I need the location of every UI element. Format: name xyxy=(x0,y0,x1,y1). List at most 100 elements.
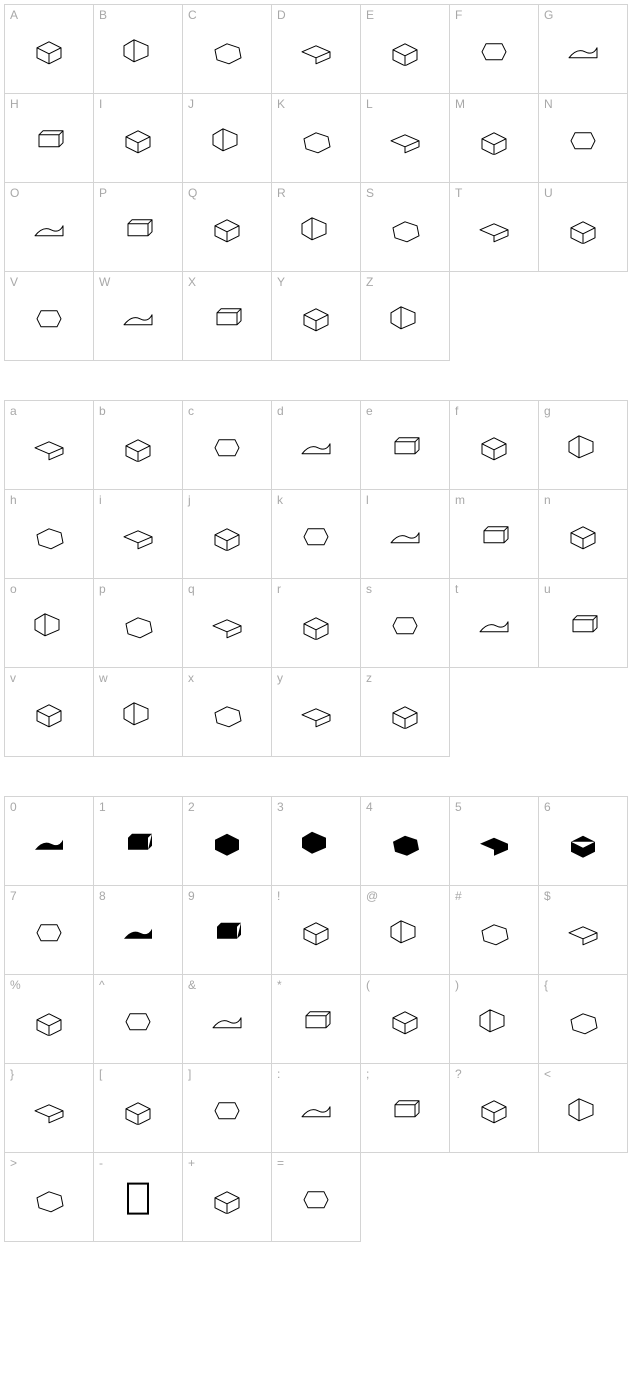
glyph-cell[interactable]: ] xyxy=(182,1063,272,1153)
glyph-cell[interactable]: # xyxy=(449,885,539,975)
glyph-cell[interactable]: t xyxy=(449,578,539,668)
glyph-cell[interactable]: H xyxy=(4,93,94,183)
glyph-cell[interactable]: 8 xyxy=(93,885,183,975)
glyph-cell[interactable]: ! xyxy=(271,885,361,975)
box-swirl-icon xyxy=(298,1186,334,1214)
glyph-cell[interactable]: { xyxy=(538,974,628,1064)
glyph-cell[interactable]: g xyxy=(538,400,628,490)
glyph-cell[interactable]: Z xyxy=(360,271,450,361)
glyph-cell[interactable]: 0 xyxy=(4,796,94,886)
glyph-cell[interactable]: [ xyxy=(93,1063,183,1153)
glyph-cell[interactable]: r xyxy=(271,578,361,668)
glyph-cell[interactable]: M xyxy=(449,93,539,183)
glyph-cell[interactable]: $ xyxy=(538,885,628,975)
box-shoe-icon xyxy=(298,1097,334,1125)
cell-label: ] xyxy=(188,1067,191,1081)
glyph-cell[interactable]: } xyxy=(4,1063,94,1153)
glyph-cell[interactable]: 5 xyxy=(449,796,539,886)
cell-label: = xyxy=(277,1156,284,1170)
glyph-cell[interactable]: ) xyxy=(449,974,539,1064)
glyph-cell[interactable]: b xyxy=(93,400,183,490)
glyph-cell[interactable]: j xyxy=(182,489,272,579)
glyph-cell[interactable]: C xyxy=(182,4,272,94)
glyph-cell[interactable]: ? xyxy=(449,1063,539,1153)
box-open4-icon xyxy=(120,1097,156,1125)
glyph-cell[interactable]: z xyxy=(360,667,450,757)
glyph-cell[interactable]: V xyxy=(4,271,94,361)
box-cube3-icon xyxy=(387,919,423,947)
glyph-cell[interactable]: P xyxy=(93,182,183,272)
glyph-cell[interactable]: W xyxy=(93,271,183,361)
glyph-cell[interactable]: * xyxy=(271,974,361,1064)
glyph-cell[interactable]: A xyxy=(4,4,94,94)
glyph-cell[interactable]: + xyxy=(182,1152,272,1242)
glyph-cell[interactable]: v xyxy=(4,667,94,757)
glyph-cell[interactable]: f xyxy=(449,400,539,490)
cell-label: } xyxy=(10,1067,14,1081)
glyph-cell[interactable]: y xyxy=(271,667,361,757)
glyph-cell[interactable]: ; xyxy=(360,1063,450,1153)
cell-label: I xyxy=(99,97,102,111)
glyph-cell[interactable]: ( xyxy=(360,974,450,1064)
glyph-cell[interactable]: F xyxy=(449,4,539,94)
glyph-cell[interactable]: 7 xyxy=(4,885,94,975)
glyph-cell[interactable]: q xyxy=(182,578,272,668)
glyph-cell[interactable]: B xyxy=(93,4,183,94)
glyph-cell[interactable]: Y xyxy=(271,271,361,361)
glyph-cell[interactable]: < xyxy=(538,1063,628,1153)
glyph-cell[interactable]: 3 xyxy=(271,796,361,886)
cell-label: 2 xyxy=(188,800,195,814)
glyph-cell[interactable]: s xyxy=(360,578,450,668)
glyph-cell[interactable]: x xyxy=(182,667,272,757)
glyph-cell[interactable]: R xyxy=(271,182,361,272)
glyph-cell[interactable]: a xyxy=(4,400,94,490)
glyph-cell[interactable]: % xyxy=(4,974,94,1064)
glyph-cell[interactable]: c xyxy=(182,400,272,490)
glyph-cell[interactable]: h xyxy=(4,489,94,579)
glyph-cell[interactable]: k xyxy=(271,489,361,579)
glyph-cell[interactable]: n xyxy=(538,489,628,579)
glyph-cell[interactable]: i xyxy=(93,489,183,579)
glyph-cell[interactable]: @ xyxy=(360,885,450,975)
glyph-cell[interactable]: E xyxy=(360,4,450,94)
glyph-cell[interactable]: 1 xyxy=(93,796,183,886)
box-cube2-icon xyxy=(476,434,512,462)
glyph-cell[interactable]: m xyxy=(449,489,539,579)
glyph-cell[interactable]: = xyxy=(271,1152,361,1242)
glyph-cell[interactable]: T xyxy=(449,182,539,272)
glyph-cell[interactable]: u xyxy=(538,578,628,668)
glyph-cell[interactable]: d xyxy=(271,400,361,490)
glyph-cell[interactable]: U xyxy=(538,182,628,272)
box-pile2-icon xyxy=(209,612,245,640)
glyph-cell[interactable]: X xyxy=(182,271,272,361)
cell-label: + xyxy=(188,1156,195,1170)
glyph-cell[interactable]: D xyxy=(271,4,361,94)
box-files-icon xyxy=(476,919,512,947)
glyph-cell[interactable]: I xyxy=(93,93,183,183)
glyph-cell[interactable]: J xyxy=(182,93,272,183)
glyph-cell[interactable]: ^ xyxy=(93,974,183,1064)
glyph-cell[interactable]: > xyxy=(4,1152,94,1242)
glyph-cell[interactable]: w xyxy=(93,667,183,757)
box-solid1-icon xyxy=(31,830,67,858)
glyph-cell[interactable]: N xyxy=(538,93,628,183)
glyph-cell[interactable]: 2 xyxy=(182,796,272,886)
glyph-cell[interactable]: o xyxy=(4,578,94,668)
cell-label: ! xyxy=(277,889,280,903)
glyph-cell[interactable]: S xyxy=(360,182,450,272)
glyph-cell[interactable]: : xyxy=(271,1063,361,1153)
glyph-cell[interactable]: & xyxy=(182,974,272,1064)
glyph-cell[interactable]: Q xyxy=(182,182,272,272)
glyph-cell[interactable]: 4 xyxy=(360,796,450,886)
glyph-cell[interactable]: K xyxy=(271,93,361,183)
glyph-cell[interactable]: l xyxy=(360,489,450,579)
glyph-cell[interactable]: 6 xyxy=(538,796,628,886)
glyph-cell[interactable]: 9 xyxy=(182,885,272,975)
glyph-cell[interactable]: G xyxy=(538,4,628,94)
glyph-cell[interactable]: L xyxy=(360,93,450,183)
glyph-cell[interactable]: - xyxy=(93,1152,183,1242)
glyph-cell[interactable]: O xyxy=(4,182,94,272)
glyph-cell[interactable]: e xyxy=(360,400,450,490)
box-thin-icon xyxy=(298,1008,334,1036)
glyph-cell[interactable]: p xyxy=(93,578,183,668)
